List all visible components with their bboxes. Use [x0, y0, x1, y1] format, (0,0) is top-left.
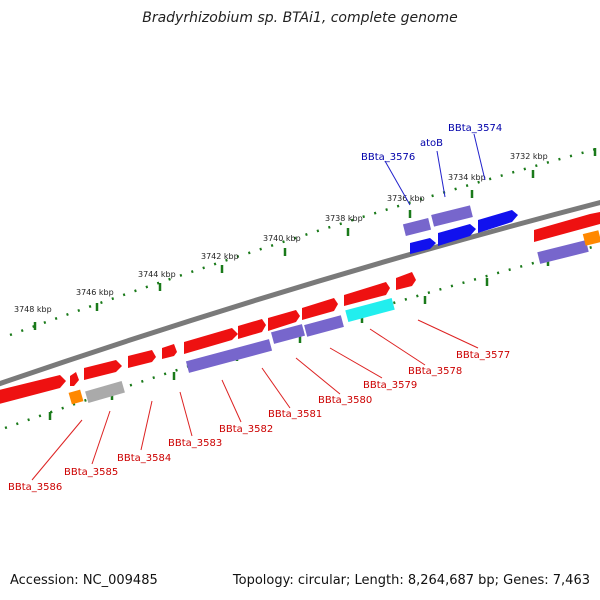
gene-label[interactable]: BBta_3574: [448, 123, 502, 134]
gene-label[interactable]: BBta_3584: [117, 453, 171, 464]
leader-line: [369, 328, 426, 366]
leader-line: [31, 419, 83, 481]
gene-label[interactable]: BBta_3582: [219, 424, 273, 435]
scale-label: 3746 kbp: [76, 288, 114, 297]
gene-arrow[interactable]: [396, 272, 416, 290]
gene-arrow[interactable]: [238, 319, 266, 339]
gene-label[interactable]: BBta_3585: [64, 467, 118, 478]
gene-box[interactable]: [582, 230, 600, 246]
leader-line: [417, 319, 479, 349]
leader-line: [295, 357, 341, 395]
gene-arrow[interactable]: [344, 282, 390, 306]
gene-box[interactable]: [537, 240, 589, 264]
reverse-genes: [68, 230, 600, 405]
gene-box[interactable]: [402, 218, 432, 236]
forward-labels: BBta_3574 atoB BBta_3576: [361, 123, 502, 163]
gene-label[interactable]: BBta_3583: [168, 438, 222, 449]
scale-label: 3738 kbp: [325, 214, 363, 223]
gene-arrow[interactable]: [410, 238, 436, 254]
gene-box[interactable]: [185, 339, 273, 373]
scale-label: 3734 kbp: [448, 173, 486, 182]
gene-label[interactable]: BBta_3579: [363, 380, 417, 391]
scale-label: 3742 kbp: [201, 252, 239, 261]
forward-leaders: [384, 133, 486, 206]
leader-line: [436, 150, 446, 198]
gene-arrow[interactable]: [70, 372, 79, 386]
accession-text: Accession: NC_009485: [10, 573, 158, 588]
gene-arrow[interactable]: [128, 350, 156, 368]
scale-label: 3732 kbp: [510, 152, 548, 161]
gene-label[interactable]: BBta_3586: [8, 482, 62, 493]
leader-line: [221, 379, 242, 423]
gene-label[interactable]: BBta_3578: [408, 366, 462, 377]
leader-line: [140, 400, 153, 451]
gene-arrow[interactable]: [438, 224, 476, 246]
gene-arrow[interactable]: [0, 375, 66, 405]
reverse-labels: BBta_3577 BBta_3578 BBta_3579 BBta_3580 …: [8, 350, 510, 493]
topology-text: Topology: circular; Length: 8,264,687 bp…: [232, 573, 590, 588]
scale-label: 3748 kbp: [14, 305, 52, 314]
gene-arrow[interactable]: [84, 360, 122, 380]
gene-box[interactable]: [431, 205, 473, 227]
gene-arrow[interactable]: [478, 210, 518, 233]
leader-line: [261, 367, 291, 409]
gene-label[interactable]: BBta_3581: [268, 409, 322, 420]
scale-label: 3744 kbp: [138, 270, 176, 279]
scale-label: 3740 kbp: [263, 234, 301, 243]
genome-backbone: [0, 200, 600, 387]
gene-label[interactable]: atoB: [420, 138, 443, 149]
gene-arrow[interactable]: [162, 344, 177, 359]
leader-line: [329, 347, 383, 379]
gene-box[interactable]: [85, 380, 125, 404]
forward-genes: [0, 205, 600, 405]
leader-line: [91, 410, 111, 465]
gene-arrow[interactable]: [302, 298, 338, 320]
outer-tick-track: [9, 146, 600, 337]
reverse-leaders: [31, 319, 479, 481]
map-title: Bradyrhizobium sp. BTAi1, complete genom…: [142, 10, 458, 26]
leader-line: [179, 391, 193, 437]
gene-arrow[interactable]: [184, 328, 238, 354]
gene-arrow[interactable]: [534, 212, 600, 242]
gene-box[interactable]: [304, 315, 344, 337]
gene-box[interactable]: [345, 297, 395, 323]
gene-label[interactable]: BBta_3577: [456, 350, 510, 361]
gene-label[interactable]: BBta_3580: [318, 395, 372, 406]
gene-box[interactable]: [68, 389, 84, 405]
leader-line: [473, 133, 486, 181]
gene-label[interactable]: BBta_3576: [361, 152, 415, 163]
gene-box[interactable]: [270, 324, 306, 344]
leader-line: [384, 160, 411, 206]
gene-arrow[interactable]: [268, 310, 300, 331]
